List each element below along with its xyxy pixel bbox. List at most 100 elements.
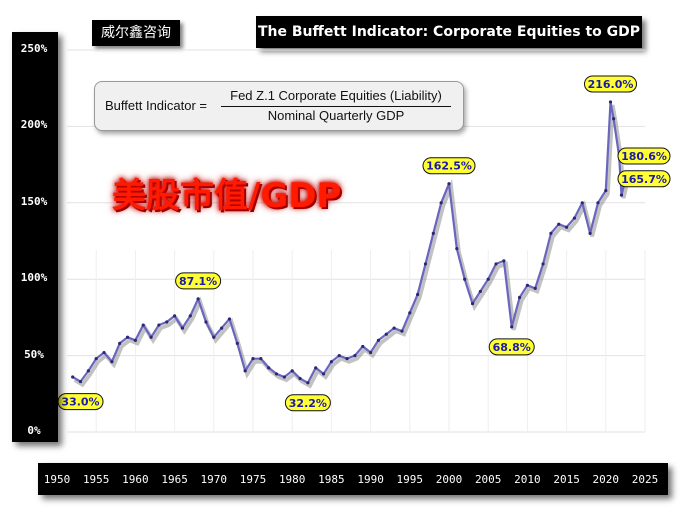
data-point (439, 201, 443, 205)
y-tick-label: 200% (20, 118, 48, 132)
data-point (173, 314, 177, 318)
data-point (510, 325, 514, 329)
formula-box: Buffett Indicator = Fed Z.1 Corporate Eq… (94, 81, 464, 131)
data-point (86, 369, 90, 373)
x-tick-label: 2015 (553, 473, 580, 486)
formula-lhs: Buffett Indicator = (105, 98, 208, 113)
data-point (321, 372, 326, 376)
y-tick-label: 50% (24, 347, 44, 361)
data-point (102, 350, 106, 355)
x-tick-label: 1975 (239, 473, 267, 486)
data-point (133, 338, 137, 342)
data-point (369, 350, 373, 355)
data-point (376, 338, 381, 342)
data-point (608, 100, 613, 104)
data-point (298, 376, 302, 381)
annotation-label: 162.5% (422, 157, 476, 175)
x-tick-label: 2010 (514, 473, 541, 486)
annotation-box (284, 394, 331, 412)
y-axis-panel: 0% 50% 100% 150% 200% 250% (12, 32, 58, 442)
data-point (517, 295, 522, 300)
x-tick-label: 1980 (278, 473, 306, 486)
data-point (463, 277, 467, 281)
data-point (227, 317, 232, 321)
data-point (110, 360, 114, 364)
annotation-box (57, 393, 104, 411)
x-tick-label: 1955 (82, 473, 110, 486)
data-point (423, 262, 428, 266)
data-point (447, 182, 451, 186)
x-tick-label: 2025 (631, 473, 659, 486)
annotation-label: 87.1% (175, 272, 222, 290)
annotation-box (584, 75, 638, 93)
x-tick-label: 1970 (200, 473, 228, 486)
data-point (290, 369, 294, 373)
data-point (251, 357, 255, 361)
annotation-text: 87.1% (179, 275, 217, 288)
annotation-label: 216.0% (584, 75, 638, 93)
y-tick-label: 250% (20, 42, 48, 55)
x-tick-label: 2005 (474, 473, 502, 486)
data-point (478, 289, 482, 294)
data-point (533, 286, 537, 290)
data-point (502, 259, 506, 263)
data-point (71, 375, 75, 379)
data-point (314, 366, 318, 370)
x-tick-label: 1990 (357, 473, 384, 486)
annotation-box (617, 147, 671, 165)
data-point (565, 225, 569, 229)
data-point (400, 329, 404, 333)
chart-title: The Buffett Indicator: Corporate Equitie… (256, 16, 642, 48)
data-point (282, 375, 286, 379)
data-point (541, 262, 545, 266)
data-point (353, 354, 357, 358)
data-point (345, 357, 349, 361)
data-point (220, 326, 224, 330)
annotation-text: 165.7% (621, 173, 667, 186)
data-point (212, 335, 216, 339)
annotation-text: 33.0% (61, 396, 99, 409)
annotation-box (488, 338, 535, 356)
data-point (125, 335, 130, 339)
data-point (204, 320, 208, 324)
annotation-label: 33.0% (57, 393, 104, 411)
x-tick-label: 1995 (396, 473, 424, 486)
annotation-label: 165.7% (617, 170, 671, 188)
x-tick-label: 1965 (161, 473, 188, 486)
data-point (118, 341, 122, 345)
x-tick-label: 1985 (318, 473, 345, 486)
y-tick-label: 0% (27, 424, 41, 437)
data-point (455, 247, 459, 251)
data-point (392, 326, 396, 330)
annotation-text: 162.5% (426, 160, 472, 173)
data-point (157, 323, 161, 327)
data-point (188, 314, 192, 318)
data-point (384, 332, 388, 336)
data-point (235, 341, 239, 345)
data-point (612, 117, 616, 121)
annotation-text: 216.0% (588, 78, 634, 91)
data-point (180, 326, 185, 330)
annotation-box (422, 157, 476, 175)
annotation-text: 32.2% (289, 397, 327, 410)
formula-numerator: Fed Z.1 Corporate Equities (Liability) (230, 88, 442, 103)
data-point (361, 344, 365, 349)
data-point (337, 354, 341, 358)
data-point (619, 193, 624, 197)
data-point (596, 201, 600, 205)
data-point (165, 320, 169, 324)
annotation-box (617, 170, 671, 188)
data-point (267, 366, 271, 370)
data-point (416, 292, 420, 297)
data-point (94, 357, 98, 361)
x-tick-label: 1950 (43, 473, 71, 486)
formula-denominator: Nominal Quarterly GDP (267, 108, 405, 123)
data-point (580, 201, 584, 205)
x-axis-panel: 1950 1955 1960 1965 1970 1975 1980 1985 1990 1995… (38, 463, 668, 495)
data-point (259, 357, 263, 361)
data-point (557, 222, 561, 226)
data-point (329, 360, 333, 364)
data-point (196, 297, 200, 301)
formula-divider (221, 106, 451, 107)
